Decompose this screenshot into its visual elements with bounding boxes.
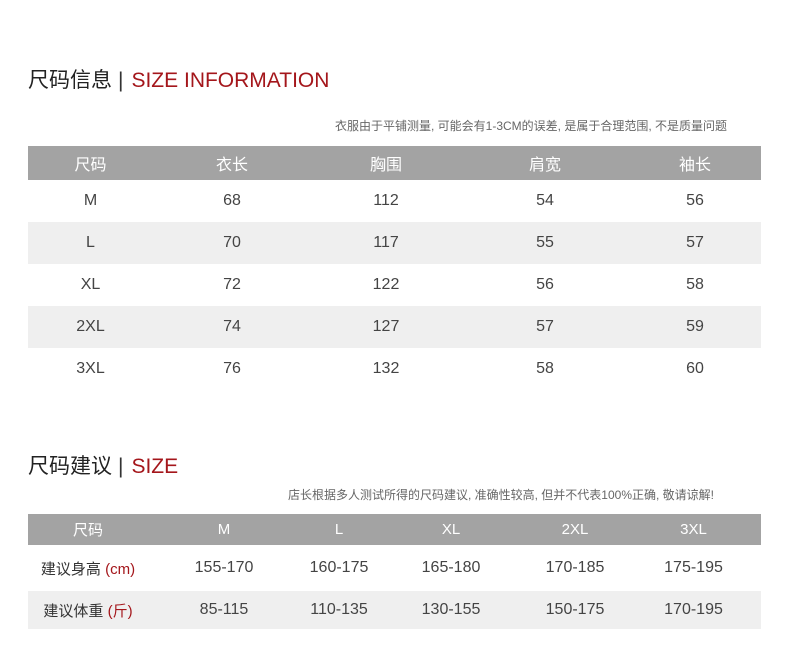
- table-cell: 85-115: [199, 601, 249, 618]
- table-cell: XL: [80, 276, 101, 293]
- table-header-row: 尺码 M L XL 2XL 3XL: [28, 514, 761, 545]
- table-row-height: 建议身高 (cm) 155-170 160-175 165-180 170-18…: [28, 545, 761, 591]
- table-cell: 127: [372, 318, 400, 335]
- header-cell-chest: 胸围: [369, 157, 402, 174]
- table-row: XL 72 122 56 58: [28, 264, 761, 306]
- title-separator: |: [118, 455, 124, 478]
- header-cell-shoulder: 肩宽: [528, 157, 561, 174]
- row-label-unit: (斤): [107, 602, 133, 620]
- table-cell: 110-135: [310, 601, 368, 618]
- table-cell: 112: [373, 192, 399, 209]
- size-advice-title-en: SIZE: [131, 455, 179, 478]
- advice-note: 店长根据多人测试所得的尺码建议, 准确性较高, 但并不代表100%正确, 敬请谅…: [287, 488, 714, 502]
- table-row: 3XL 76 132 58 60: [28, 348, 761, 390]
- table-row: M 68 112 54 56: [28, 180, 761, 222]
- table-row-weight: 建议体重 (斤) 85-115 110-135 130-155 150-175 …: [28, 591, 761, 629]
- table-cell: 57: [536, 318, 554, 335]
- table-cell: 58: [686, 276, 704, 293]
- table-row: L 70 117 55 57: [28, 222, 761, 264]
- table-cell: 74: [223, 318, 241, 335]
- table-cell: 175-195: [664, 559, 723, 576]
- header-cell-size: 尺码: [74, 157, 107, 174]
- table-cell: 155-170: [194, 559, 254, 576]
- table-cell: 70: [223, 234, 241, 251]
- row-label-unit: (cm): [105, 560, 136, 578]
- table-cell: 59: [686, 318, 704, 335]
- header-cell-sleeve: 袖长: [678, 157, 711, 174]
- size-info-title: 尺码信息 | SIZE INFORMATION: [28, 64, 329, 94]
- table-cell: 2XL: [76, 318, 105, 335]
- row-label-weight: 建议体重 (斤): [28, 600, 148, 621]
- table-cell: L: [86, 234, 95, 251]
- table-cell: 76: [223, 360, 241, 377]
- size-advice-title: 尺码建议 | SIZE: [28, 450, 178, 480]
- table-cell: 165-180: [421, 559, 481, 576]
- table-cell: 60: [686, 360, 704, 377]
- table-cell: 122: [372, 276, 400, 293]
- header-cell-m: M: [217, 521, 231, 538]
- table-cell: 56: [536, 276, 554, 293]
- size-info-table: 尺码 衣长 胸围 肩宽 袖长 M 68 112 54 56 L 70 117 5…: [28, 146, 761, 390]
- table-cell: 160-175: [309, 559, 369, 576]
- measurement-note: 衣服由于平铺测量, 可能会有1-3CM的误差, 是属于合理范围, 不是质量问题: [334, 119, 727, 133]
- table-cell: 170-185: [545, 559, 605, 576]
- table-cell: 56: [686, 192, 704, 209]
- row-label-height: 建议身高 (cm): [28, 558, 148, 579]
- table-cell: 57: [686, 234, 704, 251]
- row-label-text: 建议身高: [40, 560, 101, 578]
- table-cell: 55: [536, 234, 554, 251]
- header-cell-xl: XL: [441, 521, 461, 538]
- header-cell-size: 尺码: [72, 522, 103, 539]
- table-cell: 117: [373, 234, 399, 251]
- table-cell: 150-175: [545, 601, 605, 618]
- size-advice-table: 尺码 M L XL 2XL 3XL 建议身高 (cm) 155-170 160-…: [28, 514, 761, 629]
- size-advice-title-cn: 尺码建议: [28, 455, 112, 478]
- header-cell-2xl: 2XL: [561, 521, 589, 538]
- header-cell-l: L: [334, 521, 344, 538]
- table-cell: 132: [372, 360, 400, 377]
- size-info-title-cn: 尺码信息: [28, 69, 112, 92]
- table-row: 2XL 74 127 57 59: [28, 306, 761, 348]
- table-cell: 3XL: [76, 360, 105, 377]
- size-info-title-en: SIZE INFORMATION: [131, 69, 330, 92]
- table-cell: 58: [536, 360, 554, 377]
- table-header-row: 尺码 衣长 胸围 肩宽 袖长: [28, 146, 761, 180]
- row-label-text: 建议体重: [43, 602, 104, 620]
- table-cell: 68: [223, 192, 241, 209]
- title-separator: |: [118, 69, 124, 92]
- table-cell: M: [83, 192, 98, 209]
- header-cell-3xl: 3XL: [680, 521, 707, 538]
- table-cell: 54: [536, 192, 554, 209]
- table-cell: 72: [223, 276, 241, 293]
- table-cell: 170-195: [664, 601, 723, 618]
- header-cell-length: 衣长: [215, 157, 248, 174]
- table-cell: 130-155: [421, 601, 481, 618]
